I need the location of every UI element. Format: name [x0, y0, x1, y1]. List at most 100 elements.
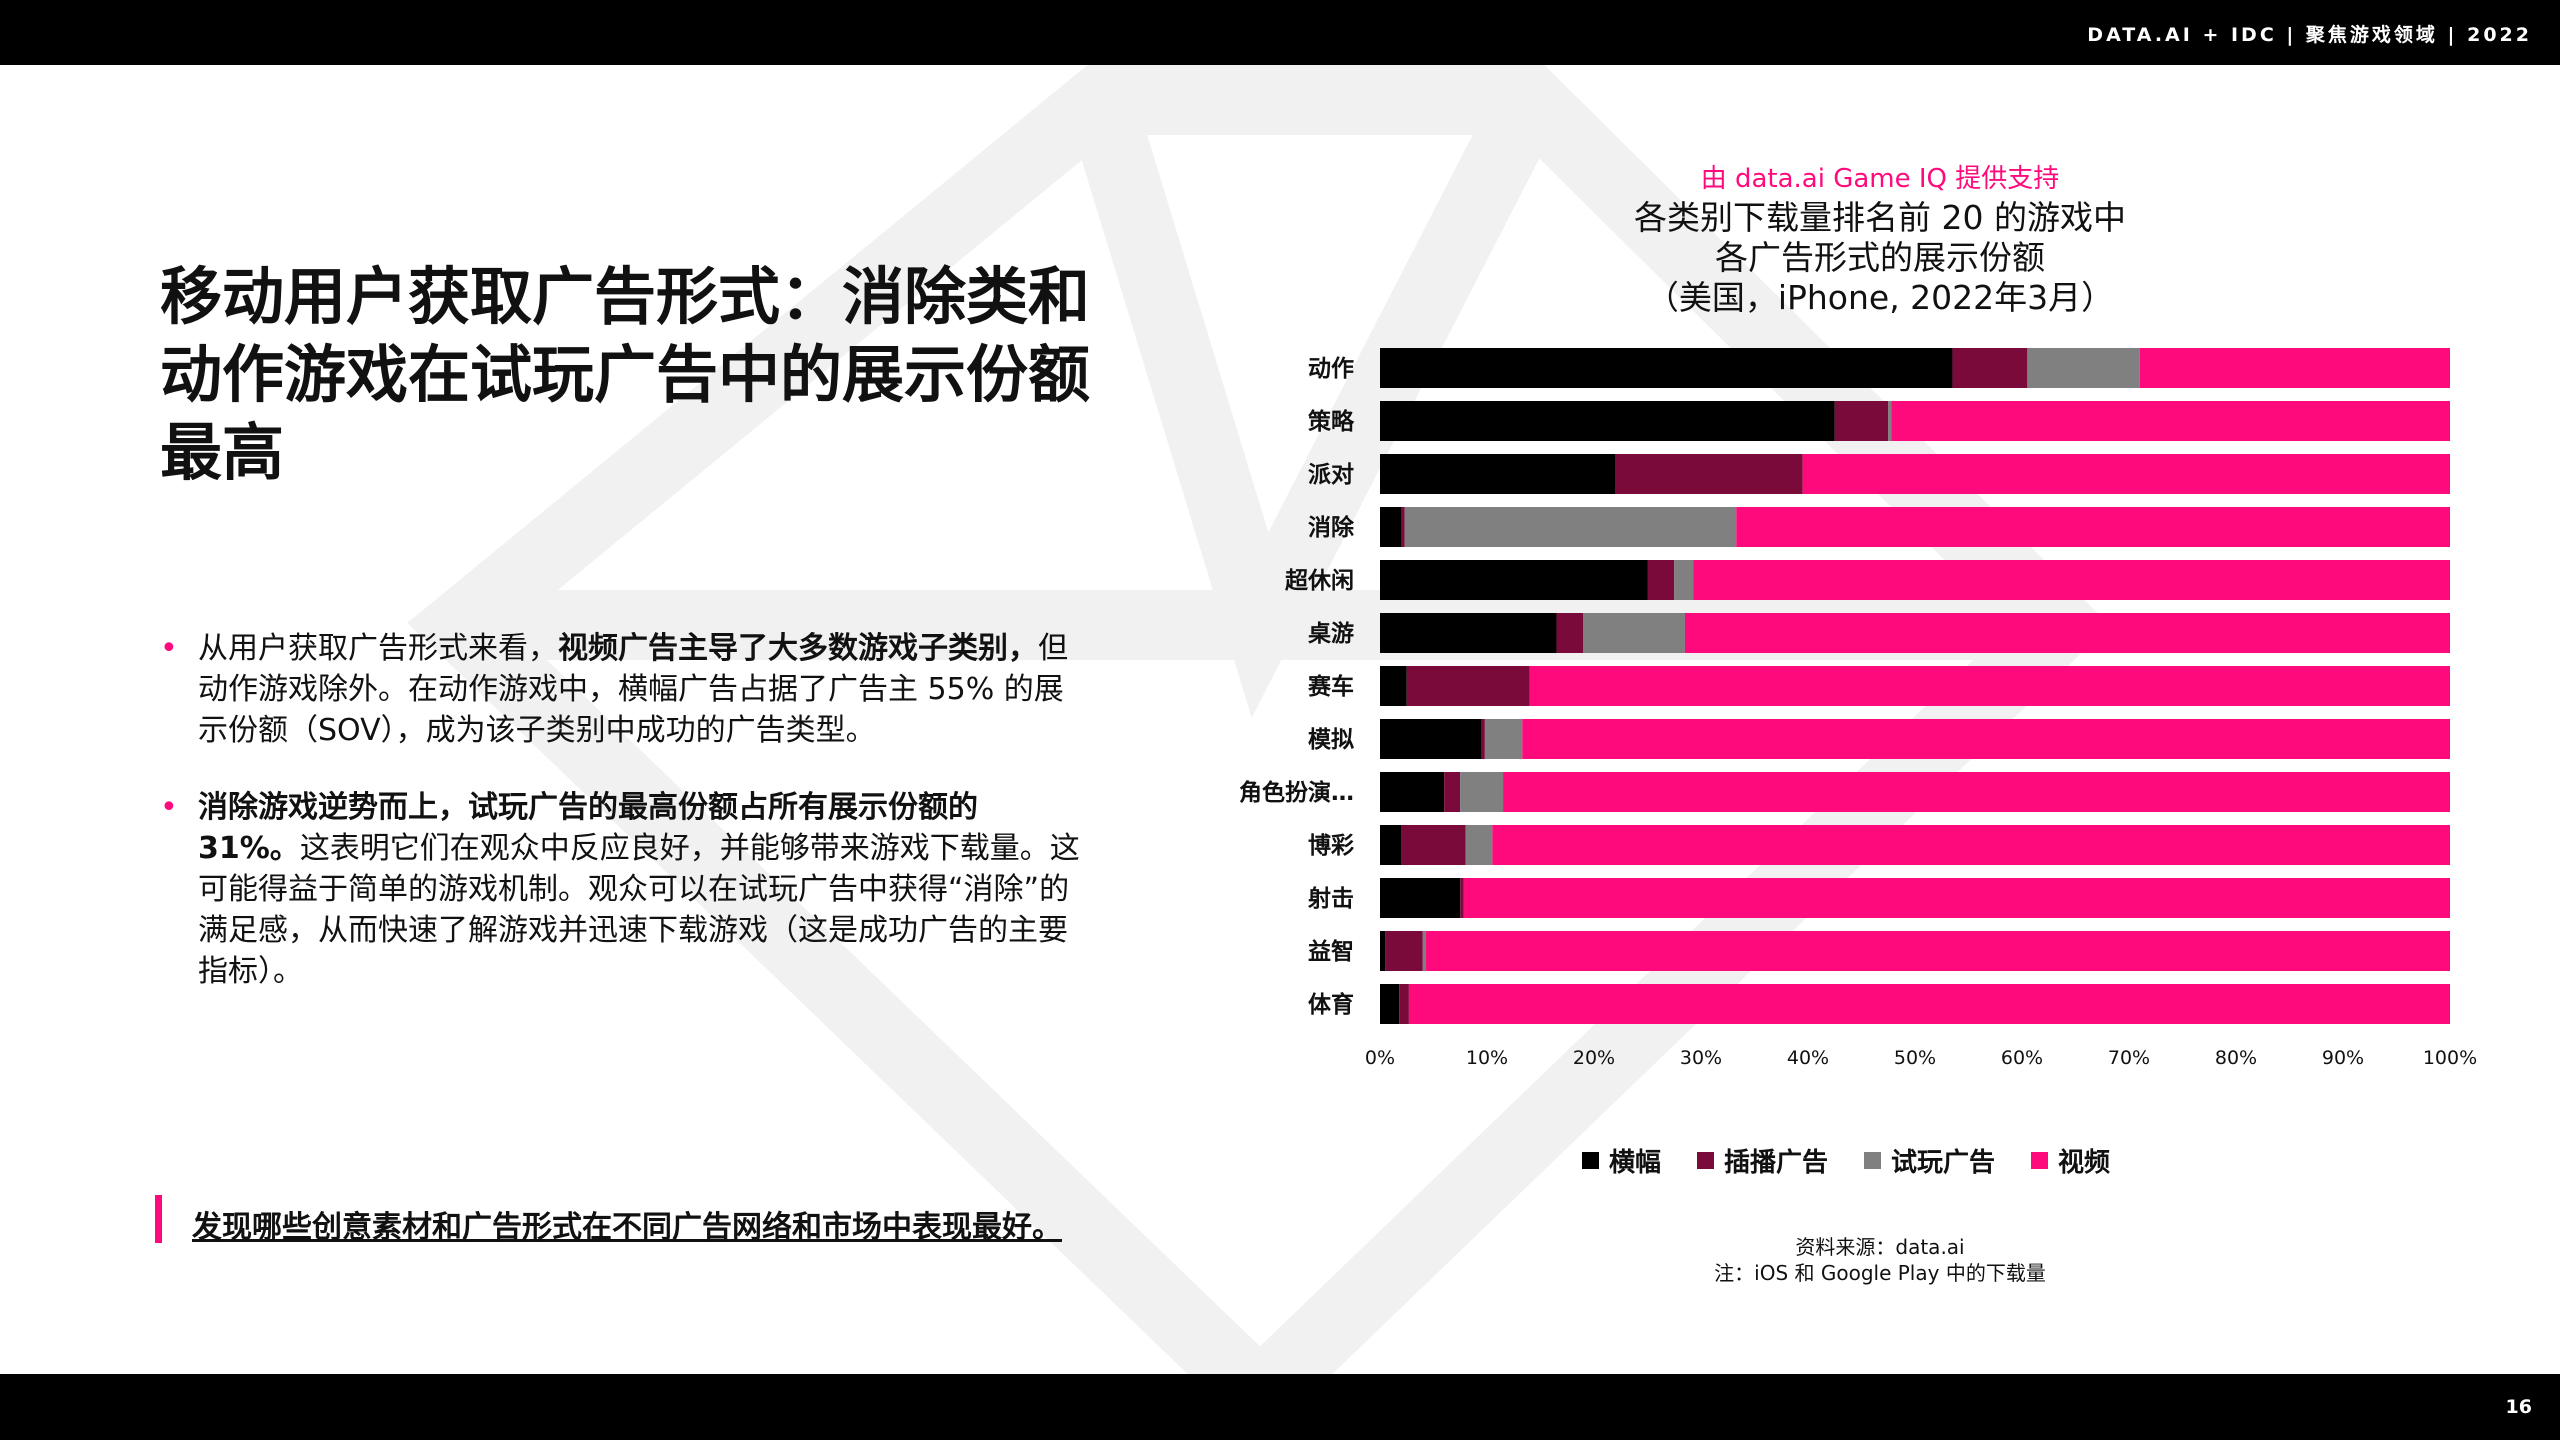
cta-accent-bar	[155, 1195, 162, 1243]
bar-segment	[2139, 348, 2450, 388]
bullet-bold-text: 视频广告主导了大多数游戏子类别，	[558, 631, 1038, 666]
bar-segment	[1463, 878, 2450, 918]
slide-title: 移动用户获取广告形式：消除类和动作游戏在试玩广告中的展示份额最高	[160, 260, 1091, 489]
bar-segment	[1615, 454, 1803, 494]
bar-segment	[1888, 401, 1892, 441]
bullet-list: • 从用户获取广告形式来看，视频广告主导了大多数游戏子类别，但动作游戏除外。在动…	[160, 628, 1090, 1028]
bar-segment	[1380, 878, 1461, 918]
chart-title-line: 各类别下载量排名前 20 的游戏中	[1634, 198, 2126, 237]
bar-segment	[1380, 931, 1386, 971]
bar-segment	[1492, 825, 2450, 865]
bar-segment	[1401, 507, 1405, 547]
cta-link[interactable]: 发现哪些创意素材和广告形式在不同广告网络和市场中表现最好。	[192, 1210, 1062, 1245]
header-text: DATA.AI + IDC | 聚焦游戏领域 | 2022	[2087, 24, 2532, 46]
bar-segment	[1399, 984, 1409, 1024]
bullet-item: • 消除游戏逆势而上，试玩广告的最高份额占所有展示份额的 31%。这表明它们在观…	[160, 787, 1090, 992]
bar-segment	[1522, 719, 2450, 759]
bar-segment	[1834, 401, 1889, 441]
category-label: 消除	[1308, 514, 1355, 541]
page-number: 16	[2505, 1396, 2532, 1418]
legend-item: 横幅	[1582, 1142, 1661, 1179]
chart-title: 各类别下载量排名前 20 的游戏中 各广告形式的展示份额 （美国，iPhone,…	[1480, 198, 2280, 318]
bar-segment	[1484, 719, 1523, 759]
bullet-dot-icon: •	[160, 631, 178, 666]
x-tick-label: 60%	[2001, 1047, 2043, 1069]
legend-swatch	[1697, 1152, 1715, 1169]
legend-item: 试玩广告	[1864, 1142, 1995, 1179]
category-label: 动作	[1308, 356, 1354, 382]
category-label: 博彩	[1308, 832, 1354, 859]
bar-segment	[1380, 772, 1445, 812]
legend-swatch	[1582, 1152, 1599, 1169]
category-label: 体育	[1308, 991, 1354, 1018]
top-bar: DATA.AI + IDC | 聚焦游戏领域 | 2022	[0, 0, 2560, 65]
bar-segment	[1693, 560, 2450, 600]
legend-label: 插播广告	[1724, 1148, 1829, 1178]
bar-segment	[1380, 560, 1648, 600]
x-tick-label: 0%	[1365, 1047, 1395, 1069]
bar-segment	[1736, 507, 2450, 547]
bar-segment	[1404, 507, 1737, 547]
bar-segment	[1465, 825, 1493, 865]
bar-segment	[1380, 401, 1835, 441]
category-label: 赛车	[1307, 673, 1354, 700]
bar-segment	[1802, 454, 2450, 494]
category-label: 角色扮演…	[1240, 779, 1354, 806]
chart-legend: 横幅 插播广告 试玩广告 视频	[1582, 1142, 2110, 1179]
x-tick-label: 10%	[1466, 1047, 1508, 1069]
bar-segment	[1380, 613, 1557, 653]
bar-segment	[1556, 613, 1584, 653]
bar-segment	[1380, 825, 1402, 865]
bar-segment	[1444, 772, 1461, 812]
bar-segment	[1529, 666, 2450, 706]
category-label: 超休闲	[1285, 568, 1354, 594]
bar-segment	[1891, 401, 2450, 441]
chart-title-line: 各广告形式的展示份额	[1715, 238, 2045, 277]
chart-subtitle: 由 data.ai Game IQ 提供支持	[1700, 164, 2060, 194]
bullet-text: 这表明它们在观众中反应良好，并能够带来游戏下载量。这可能得益于简单的游戏机制。观…	[198, 831, 1080, 989]
legend-label: 试玩广告	[1891, 1148, 1996, 1178]
bar-segment	[1385, 931, 1423, 971]
bar-segment	[1674, 560, 1694, 600]
x-tick-label: 70%	[2108, 1047, 2150, 1069]
chart-title-line: （美国，iPhone, 2022年3月）	[1645, 278, 2115, 317]
category-label: 模拟	[1308, 727, 1354, 753]
category-label: 益智	[1308, 938, 1354, 965]
bar-segment	[1380, 454, 1616, 494]
bar-segment	[1460, 878, 1464, 918]
bullet-bold-text: 消除游戏逆势而上，试玩广告的最高份额占所有展示份额的 31%。	[198, 790, 978, 866]
bar-segment	[1380, 984, 1400, 1024]
bar-segment	[1460, 772, 1504, 812]
bar-segment	[1408, 984, 2450, 1024]
bar-segment	[1422, 931, 1427, 971]
category-label: 派对	[1308, 462, 1354, 488]
x-tick-label: 20%	[1573, 1047, 1615, 1069]
bullet-text: 从用户获取广告形式来看，	[198, 631, 558, 666]
source-note: 资料来源：data.ai 注：iOS 和 Google Play 中的下载量	[1580, 1234, 2180, 1286]
x-tick-label: 100%	[2423, 1047, 2477, 1069]
note-line: 注：iOS 和 Google Play 中的下载量	[1714, 1261, 2046, 1285]
bar-segment	[1684, 613, 2450, 653]
bullet-text: 但动作游戏除外。在动作游戏中，横幅广告占据了广告主 55% 的展示份额（SOV）…	[198, 631, 1068, 748]
legend-label: 横幅	[1609, 1148, 1662, 1178]
bar-segment	[1406, 666, 1530, 706]
category-label: 桌游	[1308, 620, 1354, 647]
bar-segment	[1380, 719, 1482, 759]
source-line: 资料来源：data.ai	[1795, 1235, 1965, 1259]
x-tick-label: 80%	[2215, 1047, 2257, 1069]
x-tick-label: 90%	[2322, 1047, 2364, 1069]
bar-segment	[1583, 613, 1685, 653]
legend-swatch	[1864, 1152, 1882, 1169]
bar-segment	[1426, 931, 2450, 971]
x-tick-label: 30%	[1680, 1047, 1722, 1069]
bar-segment	[1952, 348, 2028, 388]
legend-item: 插播广告	[1697, 1142, 1828, 1179]
x-tick-label: 50%	[1894, 1047, 1936, 1069]
bar-segment	[1503, 772, 2450, 812]
bullet-dot-icon: •	[160, 790, 178, 825]
bar-segment	[1401, 825, 1466, 865]
bar-segment	[1647, 560, 1675, 600]
bar-segment	[1380, 666, 1407, 706]
bar-segment	[1481, 719, 1485, 759]
